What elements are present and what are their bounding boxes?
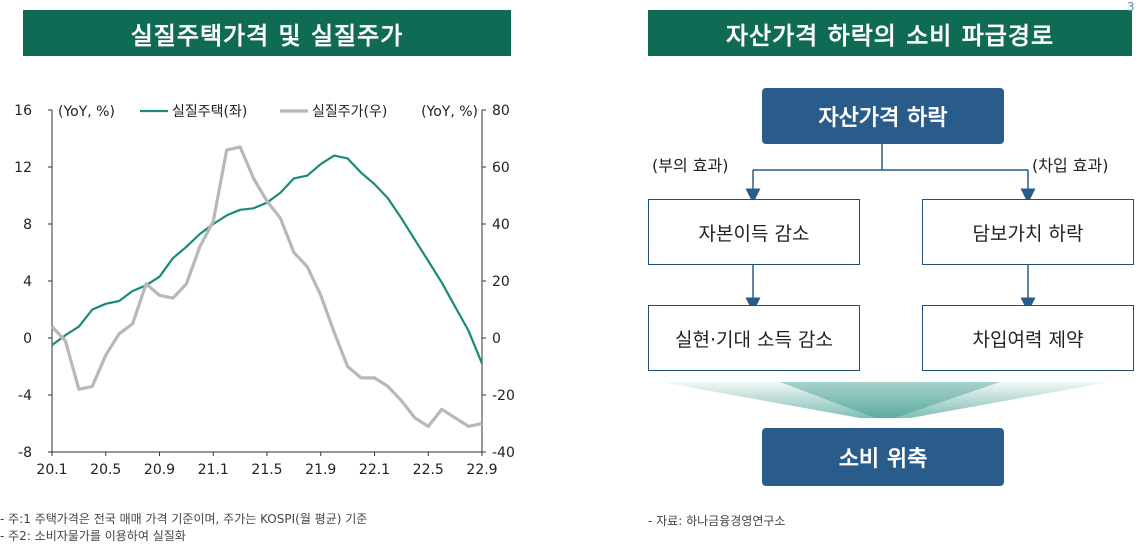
funnel-inner: [780, 382, 1000, 418]
node-income-decrease: 실현·기대 소득 감소: [648, 305, 860, 371]
label-wealth-effect: (부의 효과): [652, 156, 729, 175]
left-panel-title: 실질주택가격 및 실질주가: [23, 10, 511, 56]
series-line-housing: [51, 154, 484, 365]
right-tick-label: -20: [492, 388, 515, 404]
node-borrowing-constraint: 차입여력 제약: [922, 305, 1134, 371]
left-tick-label: 8: [23, 217, 32, 233]
left-tick-label: -8: [18, 445, 32, 461]
x-tick-label: 21.5: [251, 462, 282, 478]
right-tick-label: 0: [492, 331, 501, 347]
left-axis-unit: (YoY, %): [58, 104, 115, 120]
right-tick-label: 80: [492, 103, 510, 119]
x-tick-label: 21.9: [305, 462, 336, 478]
right-tick-label: 20: [492, 274, 510, 290]
corner-mark: 3: [1127, 0, 1135, 14]
left-tick-label: 12: [14, 160, 32, 176]
node-consumption-contraction: 소비 위축: [762, 428, 1004, 486]
funnel-shape: [660, 382, 1110, 418]
left-tick-label: -4: [18, 388, 32, 404]
right-tick-label: -40: [492, 445, 515, 461]
node-asset-price-fall: 자산가격 하락: [762, 88, 1004, 144]
right-axis-unit: (YoY, %): [421, 104, 478, 120]
right-tick-label: 60: [492, 160, 510, 176]
x-tick-label: 21.1: [198, 462, 229, 478]
x-tick-label: 20.1: [36, 462, 67, 478]
source-note: - 자료: 하나금융경영연구소: [648, 514, 786, 528]
left-tick-label: 16: [14, 103, 32, 119]
x-tick-label: 20.9: [144, 462, 175, 478]
legend-label-stock: 실질주가(우): [312, 104, 387, 120]
series-line-stock: [50, 145, 483, 428]
flow-connectors: [660, 143, 1110, 418]
node-collateral-value-fall: 담보가치 하락: [922, 199, 1134, 265]
node-capital-gain-decrease: 자본이득 감소: [648, 199, 860, 265]
label-borrowing-effect: (차입 효과): [1032, 156, 1109, 175]
x-tick-label: 22.5: [413, 462, 444, 478]
right-panel-title: 자산가격 하락의 소비 파급경로: [648, 10, 1132, 56]
chart-note-1: - 주:1 주택가격은 전국 매매 가격 기준이며, 주가는 KOSPI(월 평…: [0, 512, 368, 526]
legend-label-housing: 실질주택(좌): [172, 104, 247, 120]
x-tick-label: 22.9: [466, 462, 497, 478]
x-tick-label: 22.1: [359, 462, 390, 478]
x-tick-label: 20.5: [90, 462, 121, 478]
chart-note-2: - 주2: 소비자물가를 이용하여 실질화: [0, 529, 186, 543]
left-tick-label: 0: [23, 331, 32, 347]
right-tick-label: 40: [492, 217, 510, 233]
left-tick-label: 4: [23, 274, 32, 290]
